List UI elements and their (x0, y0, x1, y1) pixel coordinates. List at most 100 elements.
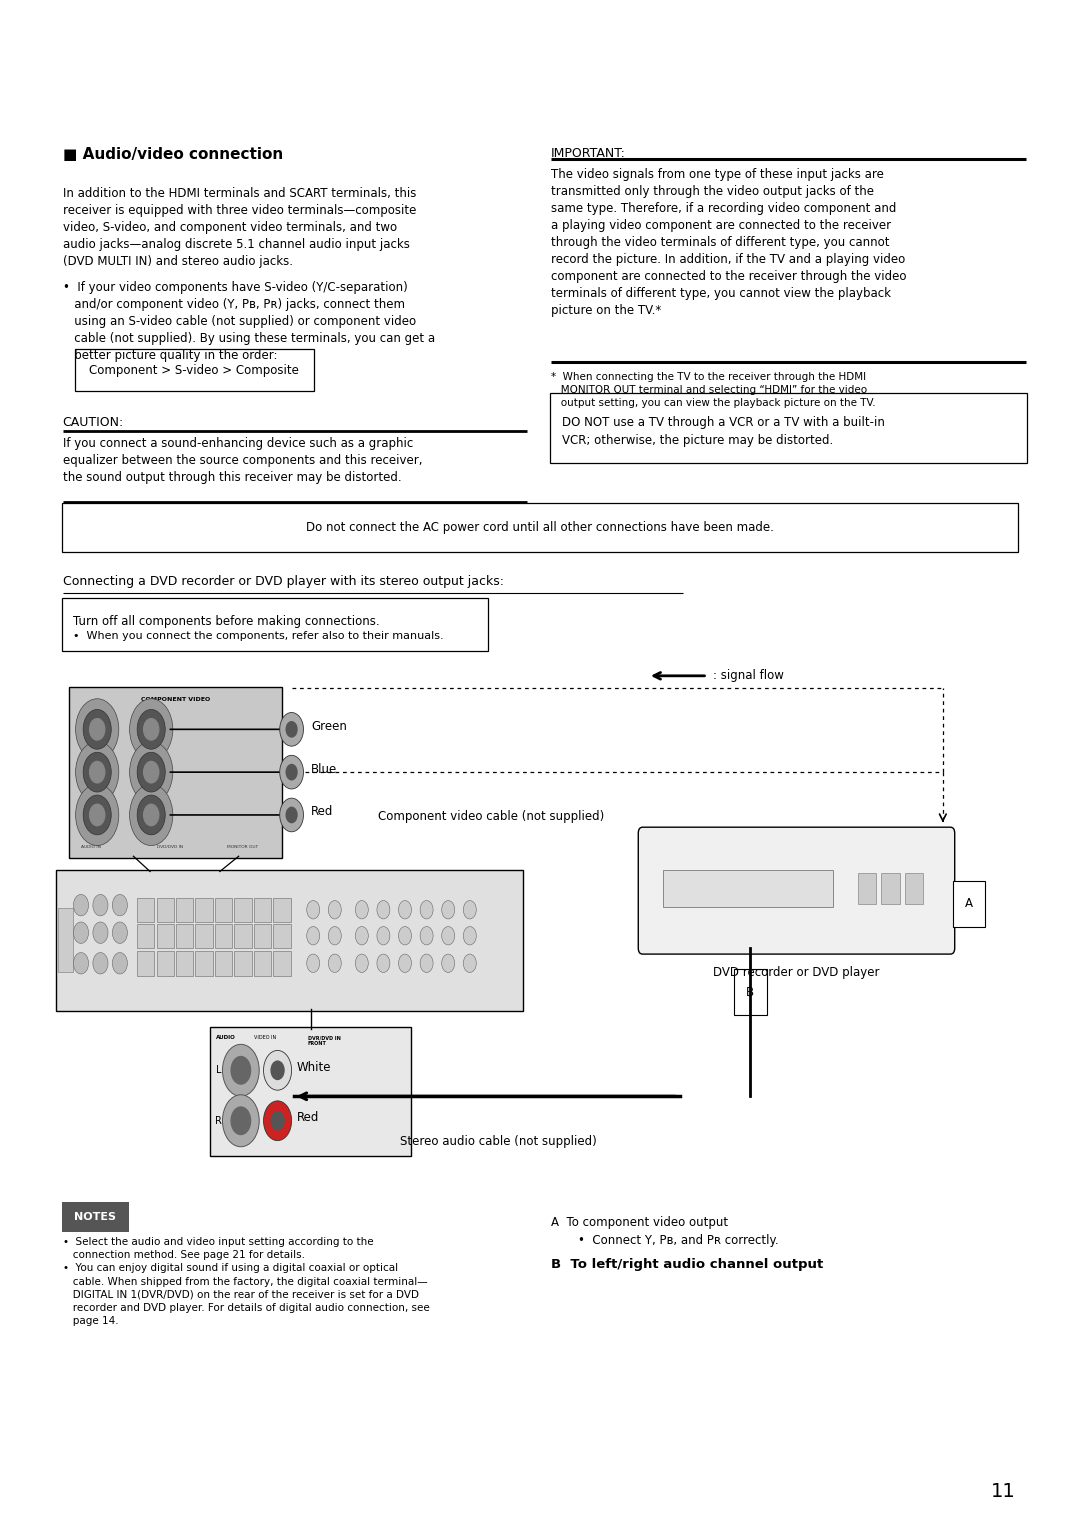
Circle shape (76, 784, 119, 846)
Text: ■ Audio/video connection: ■ Audio/video connection (63, 147, 283, 162)
Text: A: A (964, 898, 973, 910)
Text: If you connect a sound-enhancing device such as a graphic
equalizer between the : If you connect a sound-enhancing device … (63, 437, 422, 485)
FancyBboxPatch shape (215, 924, 232, 948)
Text: •  Select the audio and video input setting according to the
   connection metho: • Select the audio and video input setti… (63, 1237, 430, 1326)
Text: R: R (215, 1116, 221, 1125)
Circle shape (280, 798, 303, 832)
Circle shape (112, 894, 127, 916)
Text: VIDEO IN: VIDEO IN (254, 1035, 276, 1040)
FancyBboxPatch shape (176, 951, 193, 976)
Circle shape (355, 901, 368, 919)
Text: White: White (297, 1061, 332, 1073)
Circle shape (442, 901, 455, 919)
FancyBboxPatch shape (550, 393, 1027, 463)
Text: COMPONENT VIDEO: COMPONENT VIDEO (140, 697, 211, 702)
Circle shape (231, 1057, 251, 1084)
Circle shape (420, 901, 433, 919)
Circle shape (463, 901, 476, 919)
Text: DVR/DVD IN
FRONT: DVR/DVD IN FRONT (308, 1035, 340, 1046)
Text: •  When you connect the components, refer also to their manuals.: • When you connect the components, refer… (73, 631, 444, 642)
Circle shape (222, 1044, 259, 1096)
FancyBboxPatch shape (157, 924, 174, 948)
Circle shape (307, 927, 320, 945)
Circle shape (73, 922, 89, 943)
Circle shape (377, 954, 390, 972)
Circle shape (280, 713, 303, 746)
Text: CAUTION:: CAUTION: (63, 416, 124, 430)
Circle shape (144, 761, 159, 783)
Circle shape (90, 761, 105, 783)
Circle shape (130, 699, 173, 760)
Circle shape (399, 901, 411, 919)
Circle shape (90, 719, 105, 740)
FancyBboxPatch shape (137, 924, 154, 948)
Text: Stereo audio cable (not supplied): Stereo audio cable (not supplied) (400, 1135, 596, 1148)
FancyBboxPatch shape (638, 827, 955, 954)
Circle shape (307, 901, 320, 919)
FancyBboxPatch shape (273, 951, 291, 976)
Text: Component video cable (not supplied): Component video cable (not supplied) (378, 810, 604, 824)
FancyBboxPatch shape (273, 924, 291, 948)
Text: AUDIO IN: AUDIO IN (81, 844, 100, 849)
Circle shape (76, 699, 119, 760)
Circle shape (76, 742, 119, 803)
Text: IMPORTANT:: IMPORTANT: (551, 147, 625, 161)
Text: Blue: Blue (311, 763, 337, 775)
Circle shape (271, 1061, 284, 1079)
Circle shape (355, 954, 368, 972)
FancyBboxPatch shape (176, 924, 193, 948)
Circle shape (112, 922, 127, 943)
Text: DO NOT use a TV through a VCR or a TV with a built-in
VCR; otherwise, the pictur: DO NOT use a TV through a VCR or a TV wi… (562, 416, 885, 446)
FancyBboxPatch shape (195, 924, 213, 948)
Circle shape (144, 804, 159, 826)
Text: •  If your video components have S-video (Y/C-separation)
   and/or component vi: • If your video components have S-video … (63, 281, 435, 362)
Text: •  Connect Y, Pʙ, and Pʀ correctly.: • Connect Y, Pʙ, and Pʀ correctly. (578, 1234, 779, 1248)
Circle shape (463, 954, 476, 972)
FancyBboxPatch shape (62, 1202, 129, 1232)
Text: Connecting a DVD recorder or DVD player with its stereo output jacks:: Connecting a DVD recorder or DVD player … (63, 575, 503, 589)
FancyBboxPatch shape (157, 898, 174, 922)
Circle shape (399, 927, 411, 945)
Circle shape (264, 1101, 292, 1141)
FancyBboxPatch shape (215, 898, 232, 922)
Circle shape (73, 894, 89, 916)
Circle shape (93, 894, 108, 916)
Circle shape (137, 709, 165, 749)
Circle shape (442, 954, 455, 972)
FancyBboxPatch shape (195, 898, 213, 922)
Circle shape (231, 1107, 251, 1135)
FancyBboxPatch shape (176, 898, 193, 922)
Text: Green: Green (311, 720, 347, 732)
Text: The video signals from one type of these input jacks are
transmitted only throug: The video signals from one type of these… (551, 168, 906, 317)
Text: Turn off all components before making connections.: Turn off all components before making co… (73, 615, 380, 628)
FancyBboxPatch shape (905, 873, 923, 904)
Circle shape (280, 755, 303, 789)
Circle shape (420, 954, 433, 972)
Text: Red: Red (311, 806, 334, 818)
Text: B: B (746, 986, 755, 998)
FancyBboxPatch shape (953, 881, 985, 927)
FancyBboxPatch shape (254, 924, 271, 948)
FancyBboxPatch shape (273, 898, 291, 922)
FancyBboxPatch shape (881, 873, 900, 904)
Circle shape (286, 764, 297, 780)
Circle shape (130, 784, 173, 846)
FancyBboxPatch shape (62, 503, 1018, 552)
Text: L: L (216, 1066, 221, 1075)
FancyBboxPatch shape (210, 1027, 411, 1156)
FancyBboxPatch shape (157, 951, 174, 976)
FancyBboxPatch shape (137, 898, 154, 922)
Circle shape (442, 927, 455, 945)
Text: B  To left/right audio channel output: B To left/right audio channel output (551, 1258, 823, 1272)
Circle shape (73, 953, 89, 974)
Text: In addition to the HDMI terminals and SCART terminals, this
receiver is equipped: In addition to the HDMI terminals and SC… (63, 187, 416, 268)
Circle shape (264, 1050, 292, 1090)
Circle shape (286, 722, 297, 737)
Circle shape (355, 927, 368, 945)
Circle shape (328, 954, 341, 972)
Circle shape (420, 927, 433, 945)
FancyBboxPatch shape (254, 951, 271, 976)
FancyBboxPatch shape (56, 870, 523, 1011)
Circle shape (83, 752, 111, 792)
Circle shape (93, 922, 108, 943)
